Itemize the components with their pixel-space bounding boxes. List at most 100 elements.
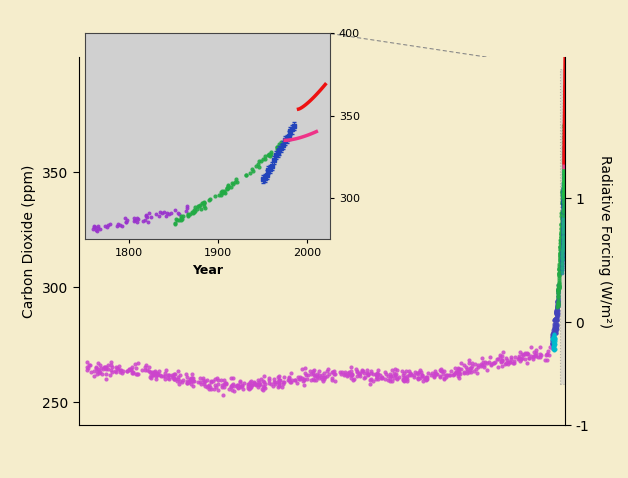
Point (309, 371, 319, 379)
Point (557, 249, 567, 257)
Point (85, 361, 95, 369)
Point (414, 369, 424, 376)
Point (247, 165, 257, 173)
Point (559, 189, 569, 197)
Point (558, 197, 568, 205)
Point (237, 382, 247, 390)
Point (560, 116, 570, 124)
Point (560, 152, 570, 159)
Point (558, 228, 568, 235)
Point (559, 183, 569, 191)
Point (558, 192, 568, 200)
Point (560, 159, 570, 166)
Point (226, 382, 236, 390)
Point (452, 369, 462, 376)
Point (489, 359, 499, 367)
Point (558, 196, 568, 203)
Point (559, 170, 569, 177)
Point (233, 383, 243, 391)
Point (558, 244, 568, 251)
Point (558, 193, 568, 200)
Point (279, 379, 290, 386)
Point (559, 191, 569, 198)
Point (199, 199, 209, 207)
Point (558, 197, 568, 205)
Point (550, 321, 560, 329)
Point (558, 213, 568, 220)
Point (463, 368, 474, 376)
Point (559, 161, 569, 169)
Point (559, 163, 569, 170)
Point (559, 183, 569, 191)
Point (111, 368, 121, 375)
Point (559, 144, 569, 152)
Point (558, 189, 568, 197)
Point (558, 193, 568, 201)
Point (558, 218, 568, 226)
Point (558, 227, 568, 234)
Point (560, 151, 570, 158)
Point (559, 184, 569, 191)
Point (555, 266, 565, 274)
Point (552, 313, 562, 321)
Point (392, 375, 402, 382)
Point (558, 242, 568, 250)
Point (557, 254, 567, 262)
Point (558, 227, 568, 235)
Point (121, 218, 131, 226)
Point (558, 195, 568, 202)
Point (558, 197, 568, 205)
Point (203, 382, 213, 390)
Point (269, 380, 279, 388)
Point (558, 208, 568, 216)
Point (559, 150, 569, 158)
Point (553, 296, 563, 304)
Point (559, 157, 569, 165)
Point (557, 257, 567, 264)
Point (559, 159, 569, 166)
Point (86, 369, 96, 376)
Point (559, 174, 569, 182)
Point (170, 370, 180, 378)
Point (559, 173, 569, 180)
Point (558, 199, 568, 206)
Point (183, 379, 193, 386)
Point (203, 385, 214, 392)
Point (559, 187, 569, 195)
Point (346, 370, 356, 378)
Point (455, 366, 465, 373)
Point (557, 209, 567, 217)
Point (559, 187, 569, 195)
Point (558, 206, 568, 214)
Point (558, 185, 568, 192)
Point (559, 163, 569, 171)
Point (557, 268, 567, 276)
Point (559, 169, 569, 177)
Point (553, 307, 563, 315)
Point (551, 324, 561, 332)
Point (559, 159, 569, 167)
Point (175, 378, 185, 385)
Point (556, 237, 566, 244)
Point (558, 246, 568, 254)
Point (557, 249, 567, 257)
Point (556, 224, 566, 231)
Point (558, 242, 568, 250)
Point (112, 222, 122, 230)
Point (213, 386, 223, 393)
Point (559, 192, 569, 199)
Point (559, 148, 569, 156)
Point (557, 248, 567, 256)
Point (557, 253, 567, 261)
Point (558, 204, 568, 211)
Point (124, 366, 134, 373)
Point (558, 235, 568, 243)
Point (558, 188, 568, 196)
Point (164, 210, 174, 218)
Point (560, 150, 570, 158)
Point (544, 351, 555, 359)
Point (122, 217, 132, 224)
Point (92, 365, 102, 373)
Point (557, 264, 567, 272)
Point (558, 215, 568, 222)
